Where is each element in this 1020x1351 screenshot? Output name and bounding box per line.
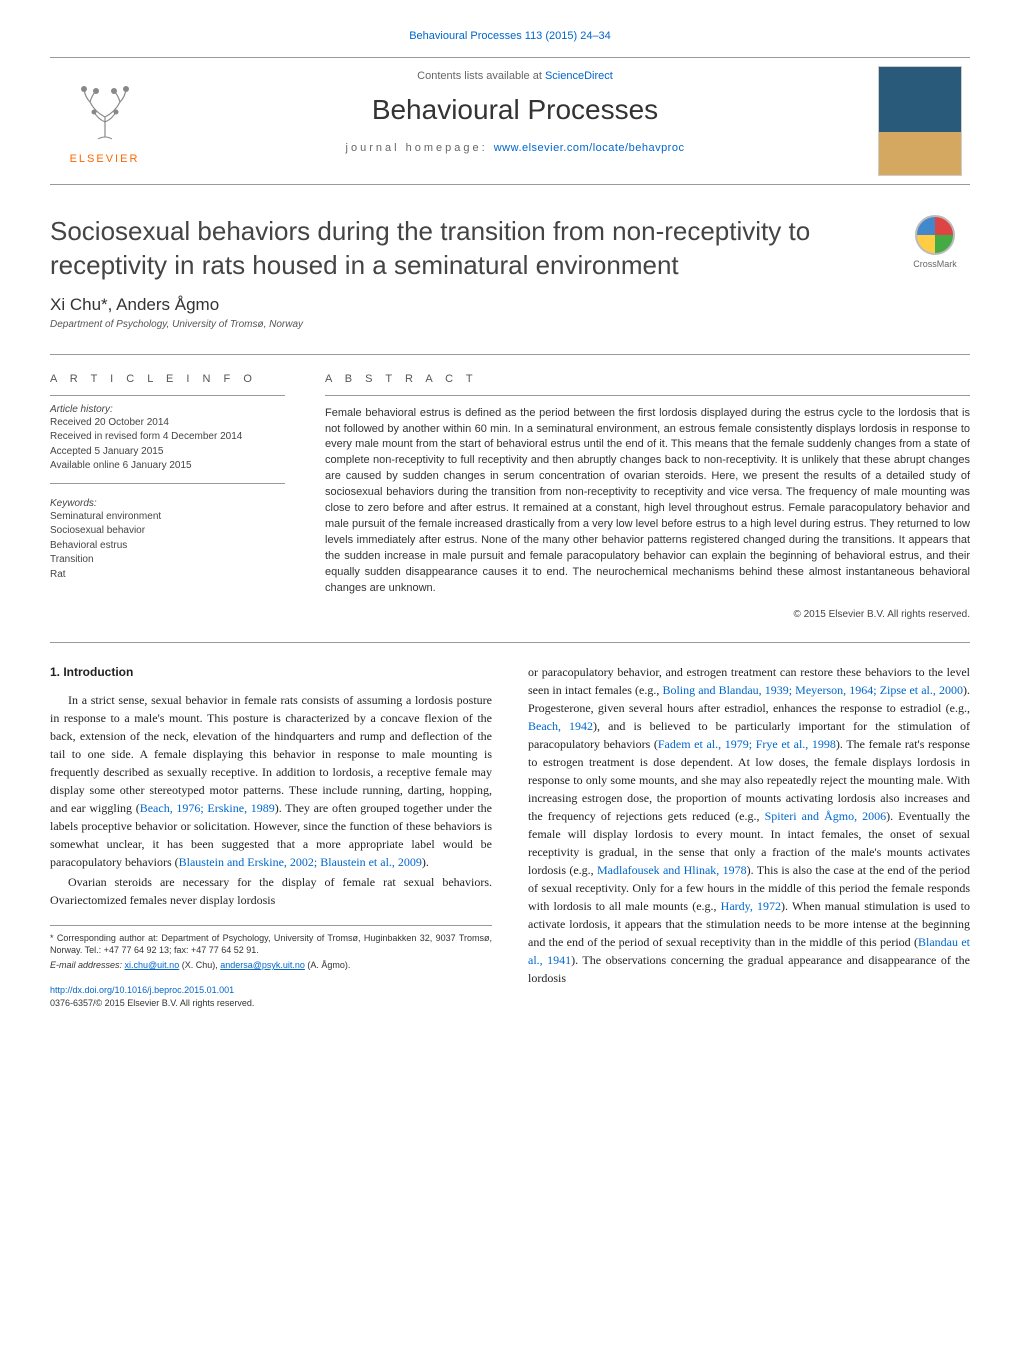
abstract-label: A B S T R A C T [325,373,970,385]
contents-available-line: Contents lists available at ScienceDirec… [170,70,860,82]
cover-thumbnail-area [870,58,970,184]
history-revised: Received in revised form 4 December 2014 [50,430,285,444]
sciencedirect-link[interactable]: ScienceDirect [545,70,613,82]
authors-line: Xi Chu*, Anders Ågmo [50,295,970,315]
issn-copyright: 0376-6357/© 2015 Elsevier B.V. All right… [50,998,254,1008]
article-title: Sociosexual behaviors during the transit… [50,215,884,283]
doi-link[interactable]: http://dx.doi.org/10.1016/j.beproc.2015.… [50,985,234,995]
column-right: or paracopulatory behavior, and estrogen… [528,663,970,1011]
elsevier-tree-icon [70,77,140,147]
corresponding-author-footnote: * Corresponding author at: Department of… [50,932,492,957]
body-columns: 1. Introduction In a strict sense, sexua… [50,642,970,1011]
footnote-block: * Corresponding author at: Department of… [50,925,492,972]
citation: Fadem et al., 1979; Frye et al., 1998 [658,737,836,751]
journal-cover-image [878,66,962,176]
homepage-link[interactable]: www.elsevier.com/locate/behavproc [494,142,685,154]
citation: Beach, 1942 [528,719,593,733]
crossmark-label: CrossMark [900,259,970,269]
keyword-4: Rat [50,568,285,582]
journal-title: Behavioural Processes [170,94,860,126]
citation: Hardy, 1972 [721,899,781,913]
citation: Spiteri and Ågmo, 2006 [765,809,887,823]
journal-header: ELSEVIER Contents lists available at Sci… [50,57,970,185]
keyword-0: Seminatural environment [50,510,285,524]
abstract-copyright: © 2015 Elsevier B.V. All rights reserved… [325,609,970,620]
crossmark-icon [915,215,955,255]
journal-center-block: Contents lists available at ScienceDirec… [160,58,870,184]
intro-para-1: In a strict sense, sexual behavior in fe… [50,691,492,871]
abstract-block: A B S T R A C T Female behavioral estrus… [325,373,970,620]
citation: Beach, 1976; Erskine, 1989 [140,801,275,815]
article-info-block: A R T I C L E I N F O Article history: R… [50,373,285,620]
keywords-block: Keywords: Seminatural environment Socios… [50,498,285,582]
abstract-text: Female behavioral estrus is defined as t… [325,406,970,597]
column-left: 1. Introduction In a strict sense, sexua… [50,663,492,1011]
citation: Madlafousek and Hlinak, 1978 [597,863,747,877]
intro-para-2: Ovarian steroids are necessary for the d… [50,873,492,909]
history-received: Received 20 October 2014 [50,416,285,430]
title-row: Sociosexual behaviors during the transit… [50,215,970,283]
keyword-3: Transition [50,553,285,567]
publisher-name: ELSEVIER [70,153,140,165]
homepage-label: journal homepage: [346,142,494,154]
citation: Blaustein and Erskine, 2002; Blaustein e… [179,855,422,869]
history-online: Available online 6 January 2015 [50,459,285,473]
journal-reference: Behavioural Processes 113 (2015) 24–34 [50,30,970,42]
citation: Boling and Blandau, 1939; Meyerson, 1964… [662,683,963,697]
article-info-label: A R T I C L E I N F O [50,373,285,385]
email-footnote: E-mail addresses: xi.chu@uit.no (X. Chu)… [50,959,492,972]
footer-links: http://dx.doi.org/10.1016/j.beproc.2015.… [50,984,492,1011]
email-link-2[interactable]: andersa@psyk.uit.no [220,960,305,970]
history-heading: Article history: [50,404,285,415]
crossmark-badge[interactable]: CrossMark [900,215,970,269]
keywords-heading: Keywords: [50,498,285,509]
info-abstract-row: A R T I C L E I N F O Article history: R… [50,354,970,620]
keyword-2: Behavioral estrus [50,539,285,553]
intro-para-2-cont: or paracopulatory behavior, and estrogen… [528,663,970,987]
email-link-1[interactable]: xi.chu@uit.no [125,960,180,970]
history-accepted: Accepted 5 January 2015 [50,445,285,459]
intro-heading: 1. Introduction [50,663,492,681]
publisher-logo-area: ELSEVIER [50,58,160,184]
journal-homepage-line: journal homepage: www.elsevier.com/locat… [170,142,860,154]
affiliation: Department of Psychology, University of … [50,319,970,330]
contents-prefix: Contents lists available at [417,70,545,82]
keyword-1: Sociosexual behavior [50,524,285,538]
